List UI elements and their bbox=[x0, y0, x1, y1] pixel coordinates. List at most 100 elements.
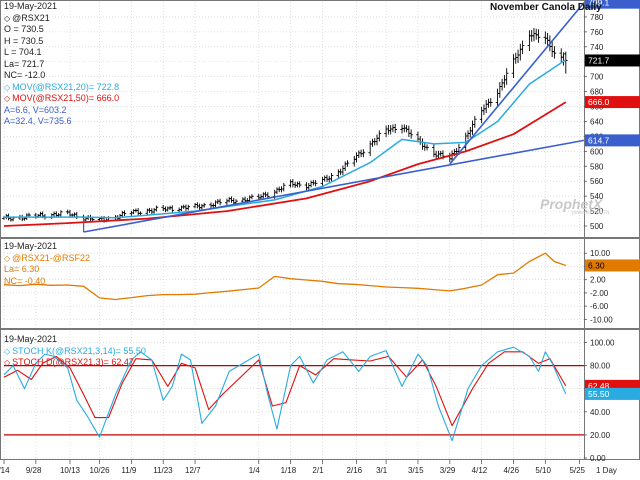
price-bar bbox=[291, 178, 295, 188]
price-bar bbox=[388, 125, 393, 135]
ma50-row: ◇ MOV(@RSX21,50)= 666.0 bbox=[4, 93, 119, 105]
price-bar bbox=[532, 27, 536, 42]
stoch-ytick-label-1: 20.00 bbox=[590, 431, 611, 440]
x-tick-label-15: 4/26 bbox=[503, 466, 519, 475]
price-bar bbox=[59, 210, 63, 217]
ma50-label: MOV(@RSX21,50)= 666.0 bbox=[12, 93, 120, 103]
diamond-icon: ◇ bbox=[4, 346, 11, 356]
price-bar bbox=[275, 187, 279, 195]
last-price-tag-text: 721.7 bbox=[588, 55, 610, 65]
x-tick-label-5: 11/23 bbox=[153, 466, 173, 475]
price-bar bbox=[368, 140, 372, 156]
ma20-label: MOV(@RSX21,20)= 722.8 bbox=[12, 81, 120, 92]
stoch-ytick-label-2: 40.00 bbox=[590, 408, 611, 417]
price-bar bbox=[170, 205, 175, 213]
price-bar bbox=[72, 212, 77, 217]
spread-last-tag-text: 6.30 bbox=[588, 260, 605, 270]
price-bar bbox=[309, 180, 313, 188]
price-bar bbox=[354, 152, 359, 163]
x-tick-label-14: 4/12 bbox=[472, 466, 488, 475]
price-bar bbox=[250, 194, 254, 200]
stoch-k-label: STOCH K(@RSX21,3,14)= 55.50 bbox=[12, 345, 146, 356]
price-bar bbox=[313, 180, 318, 187]
diamond-icon: ◇ bbox=[4, 94, 11, 103]
price-open: O = 730.5 bbox=[4, 24, 44, 34]
spread-last: La= 6.30 bbox=[4, 264, 40, 274]
spread-date: 19-May-2021 bbox=[4, 241, 58, 251]
price-bar bbox=[161, 204, 166, 212]
x-tick-label-3: 10/26 bbox=[90, 466, 111, 475]
trend-high-tag: 799.1 bbox=[585, 0, 640, 9]
stoch-d-label: STOCH D(@RSX21,3)= 62.47 bbox=[12, 357, 134, 367]
price-bar bbox=[329, 173, 334, 182]
spread-ytick-label-0: -10.00 bbox=[590, 315, 613, 324]
price-bar bbox=[482, 104, 486, 116]
price-bar bbox=[470, 120, 475, 135]
price-bar bbox=[375, 134, 379, 146]
price-bar bbox=[195, 202, 200, 209]
price-bar bbox=[564, 51, 568, 74]
spread-line bbox=[3, 252, 567, 301]
price-bar bbox=[352, 155, 357, 167]
stoch-k-row: ◇ STOCH K(@RSX21,3,14)= 55.50 bbox=[4, 346, 146, 358]
price-bar bbox=[386, 125, 391, 135]
price-ytick-label-1: 520 bbox=[590, 207, 604, 216]
price-bar bbox=[384, 125, 388, 137]
price-bar bbox=[534, 28, 539, 40]
last-price-tag: 721.7 bbox=[585, 54, 640, 67]
price-date: 19-May-2021 bbox=[4, 1, 58, 11]
price-bar bbox=[409, 129, 413, 139]
price-high: H = 730.5 bbox=[4, 35, 44, 46]
price-ytick-label-0: 500 bbox=[590, 222, 604, 231]
price-ytick-label-5: 600 bbox=[590, 147, 604, 156]
x-tick-label-0: 9/14 bbox=[0, 466, 10, 475]
spread-symbol: @RSX21-@RSF22 bbox=[12, 252, 90, 263]
price-bar bbox=[154, 205, 159, 212]
price-bar bbox=[295, 181, 300, 188]
price-ytick-label-13: 760 bbox=[590, 28, 604, 37]
diamond-icon: ◇ bbox=[4, 358, 11, 367]
ma50-tag-text: 666.0 bbox=[588, 97, 610, 107]
price-bar bbox=[468, 126, 473, 138]
trend-high-tag-text: 799.1 bbox=[588, 0, 610, 8]
price-ytick-label-4: 580 bbox=[590, 162, 604, 171]
price-bar bbox=[341, 165, 345, 176]
price-bar bbox=[193, 202, 197, 209]
price-bar bbox=[336, 169, 341, 179]
price-symbol-row: ◇ @RSX21 bbox=[4, 13, 119, 25]
stoch-k-tag-text: 55.50 bbox=[588, 389, 610, 399]
price-bar bbox=[179, 205, 184, 212]
price-bar bbox=[511, 54, 516, 78]
stoch-date: 19-May-2021 bbox=[4, 334, 58, 344]
stoch-ytick-label-4: 80.00 bbox=[590, 362, 611, 371]
ma20-row: ◇ MOV(@RSX21,20)= 722.8 bbox=[4, 82, 119, 94]
spread-legend: 19-May-2021 ◇ @RSX21-@RSF22 La= 6.30 NC= … bbox=[4, 241, 90, 287]
price-net-change: NC= -12.0 bbox=[4, 70, 46, 80]
price-bar bbox=[52, 211, 56, 217]
price-bar bbox=[229, 196, 234, 203]
price-bar bbox=[184, 204, 188, 211]
price-bar bbox=[152, 207, 156, 214]
trend1-label: A=6.6, V=603.2 bbox=[4, 104, 67, 115]
price-bar bbox=[145, 208, 150, 215]
ma50-tag-bg bbox=[585, 96, 640, 109]
x-tick-label-6: 12/7 bbox=[185, 466, 201, 475]
chart-title: November Canola Daily bbox=[490, 2, 602, 13]
price-ytick-label-2: 540 bbox=[590, 192, 604, 201]
price-bar bbox=[473, 115, 477, 128]
price-bar bbox=[202, 202, 206, 208]
price-bar bbox=[122, 210, 127, 216]
x-tick-label-11: 3/1 bbox=[376, 466, 388, 475]
spread-net-change: NC= -0.40 bbox=[4, 275, 46, 286]
price-bar bbox=[425, 144, 429, 151]
trend-high-tag-bg bbox=[585, 0, 640, 9]
price-bar bbox=[345, 160, 350, 167]
price-bar bbox=[498, 82, 502, 98]
spread-ytick-label-5: 10.00 bbox=[590, 249, 611, 258]
price-bar bbox=[120, 210, 125, 218]
price-bar bbox=[504, 68, 509, 85]
price-bar bbox=[218, 198, 222, 206]
price-bar bbox=[516, 49, 520, 64]
price-bar bbox=[320, 176, 325, 186]
price-bar bbox=[466, 130, 470, 140]
